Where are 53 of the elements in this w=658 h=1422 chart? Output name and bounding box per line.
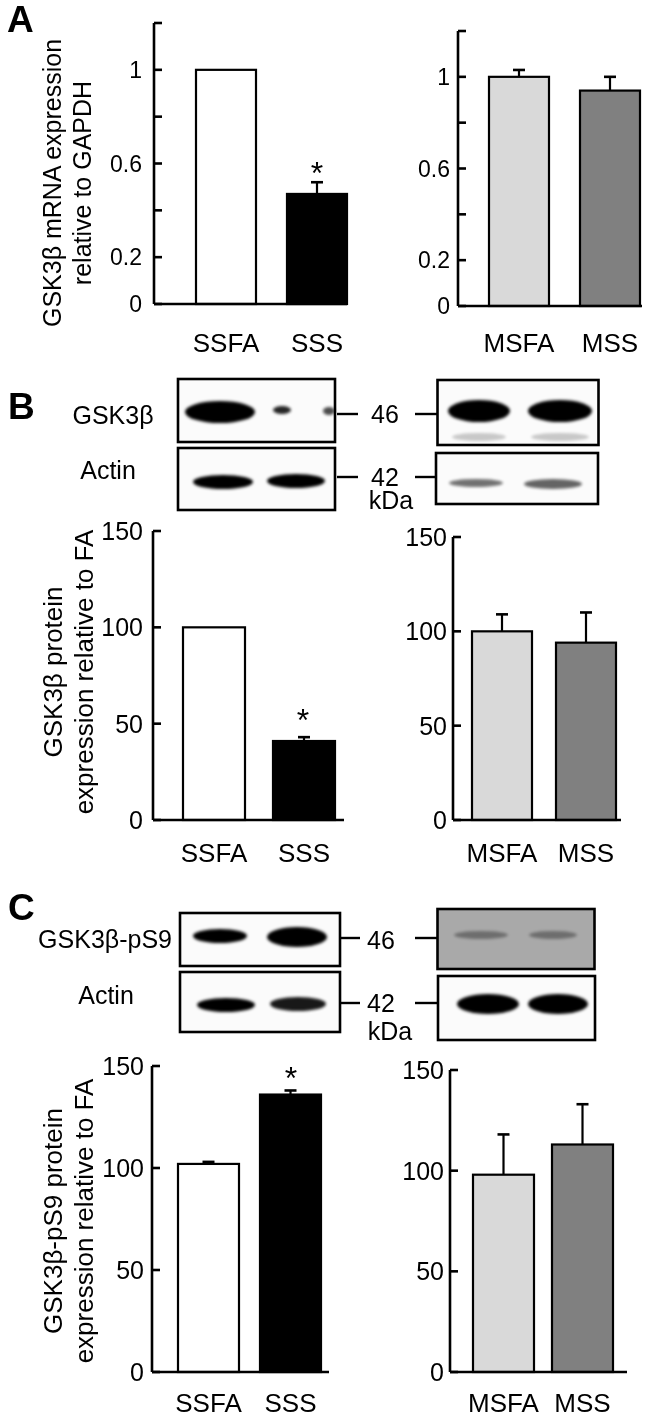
- x-tick-label: MSS: [557, 838, 615, 868]
- y-tick-label: 0: [433, 806, 447, 834]
- x-tick-label: MSFA: [466, 838, 539, 868]
- x-tick-label: MSFA: [483, 328, 556, 358]
- text: kDa: [367, 1017, 413, 1045]
- y-tick-label: 50: [116, 1256, 144, 1284]
- y-tick-label: 0.6: [110, 150, 142, 177]
- y-tick-label: 50: [115, 709, 143, 738]
- y-tick-label: 0: [129, 806, 143, 834]
- y-tick-label: 50: [419, 711, 447, 740]
- y-tick-label: 50: [416, 1257, 444, 1286]
- y-axis-title: GSK3β mRNA expression relative to GAPDH: [38, 38, 96, 328]
- x-tick-label: SSS: [277, 838, 331, 868]
- x-tick-label: SSFA: [180, 838, 248, 868]
- annotation: *: [310, 155, 324, 191]
- text: Actin: [78, 981, 134, 1009]
- chart-title: C: [8, 887, 35, 928]
- annotation: *: [284, 1060, 298, 1096]
- y-tick-label: 0.6: [418, 155, 450, 182]
- y-axis-title: GSK3β-pS9 protein expression relative to FA: [38, 1078, 99, 1364]
- x-tick-label: MSFA: [468, 1388, 540, 1418]
- annotation: *: [296, 702, 310, 738]
- x-tick-label: SSS: [290, 328, 344, 358]
- y-tick-label: 150: [102, 1052, 144, 1080]
- text: GSK3β-pS9: [38, 925, 172, 953]
- y-tick-label: 0: [430, 1358, 444, 1386]
- y-tick-label: 0.2: [110, 244, 142, 271]
- text: Actin: [80, 456, 136, 484]
- y-tick-label: 1: [437, 64, 450, 91]
- y-tick-label: 100: [402, 1156, 444, 1185]
- y-tick-label: 1: [129, 57, 142, 84]
- x-tick-label: SSS: [264, 1388, 317, 1418]
- y-tick-label: 150: [101, 517, 143, 545]
- y-tick-label: 100: [101, 613, 143, 642]
- chart-title: A: [7, 0, 34, 40]
- text: GSK3β: [72, 401, 154, 429]
- y-tick-label: 0: [130, 1358, 144, 1386]
- text: 46: [367, 926, 395, 954]
- y-tick-label: 0: [129, 291, 142, 318]
- y-tick-label: 150: [405, 523, 447, 551]
- y-tick-label: 100: [405, 617, 447, 646]
- y-tick-label: 100: [102, 1154, 144, 1182]
- y-axis-title: GSK3β protein expression relative to FA: [38, 529, 99, 815]
- chart-title: B: [8, 386, 35, 427]
- y-tick-label: 0: [437, 293, 450, 320]
- y-tick-label: 0.2: [418, 247, 450, 274]
- text: 46: [371, 400, 399, 428]
- y-tick-label: 150: [402, 1056, 444, 1084]
- x-tick-label: SSFA: [175, 1388, 243, 1418]
- x-tick-label: SSFA: [192, 328, 260, 358]
- x-tick-label: MSS: [581, 328, 639, 358]
- x-tick-label: MSS: [554, 1388, 611, 1418]
- text: 42: [367, 989, 395, 1017]
